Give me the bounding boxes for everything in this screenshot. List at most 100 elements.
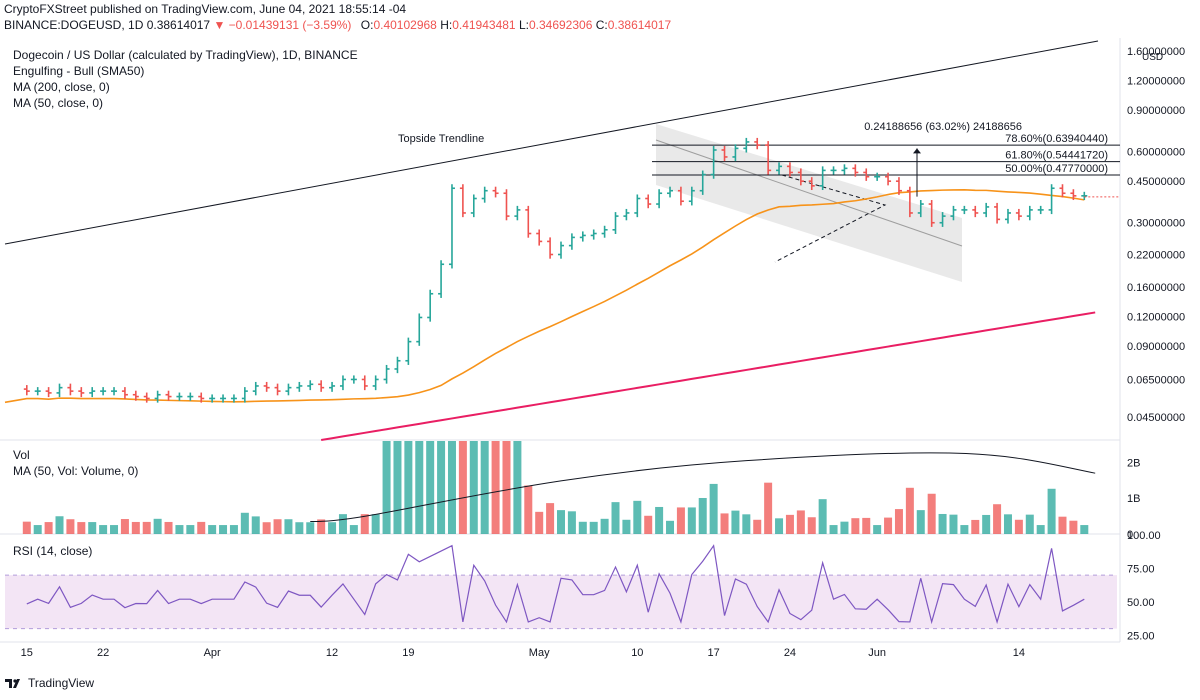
volume-bar xyxy=(949,514,958,534)
volume-bar xyxy=(557,510,565,534)
volume-bar xyxy=(437,441,446,534)
arrow-head-icon xyxy=(913,148,921,154)
candle-bar xyxy=(34,387,41,396)
volume-bar xyxy=(938,513,947,534)
date-tick-label: 15 xyxy=(21,647,33,659)
volume-bar xyxy=(655,506,664,534)
candle-bar xyxy=(198,392,205,403)
open-label: O: xyxy=(360,18,374,32)
candle-bar xyxy=(67,383,74,396)
candle-bar xyxy=(634,194,641,218)
candle-bar xyxy=(928,200,935,227)
volume-bar xyxy=(1047,488,1056,534)
low-label: L: xyxy=(518,18,529,32)
candle-bar xyxy=(721,145,728,162)
candle-bar xyxy=(209,394,216,403)
price-tick-label: 0.12000000 xyxy=(1127,312,1185,324)
tradingview-brand[interactable]: TradingView xyxy=(4,676,94,690)
candle-bar xyxy=(656,189,663,209)
descending-channel xyxy=(656,124,962,282)
volume-bar xyxy=(960,525,969,534)
price-tick-label: 0.22000000 xyxy=(1127,250,1185,262)
volume-bar xyxy=(404,441,413,534)
volume-bar xyxy=(1058,516,1067,534)
open-value: 0.40102968 xyxy=(373,18,437,32)
price-tick-label: 0.09000000 xyxy=(1127,341,1185,353)
candle-bar xyxy=(285,383,292,396)
candle-bar xyxy=(459,184,466,218)
volume-bar xyxy=(993,504,1002,534)
candle-bar xyxy=(558,241,564,259)
ohlc-line: BINANCE:DOGEUSD, 1D 0.38614017 ▼ −0.0143… xyxy=(4,18,671,32)
candle-bar xyxy=(372,375,379,391)
volume-bar xyxy=(284,519,293,534)
volume-bar xyxy=(219,525,228,534)
price-tick-label: 0.45000000 xyxy=(1127,176,1185,188)
volume-bar xyxy=(371,514,380,534)
candle-bar xyxy=(56,383,63,398)
price-tick-label: 0.16000000 xyxy=(1127,282,1185,294)
candle-bar xyxy=(623,208,630,221)
date-tick-label: May xyxy=(529,647,550,659)
candle-bar xyxy=(111,387,118,396)
volume-bar xyxy=(186,525,195,534)
candle-bar xyxy=(405,337,412,365)
candle-bar xyxy=(1059,184,1066,198)
volume-bar xyxy=(491,441,500,534)
candle-bar xyxy=(220,394,227,403)
price-tick-label: 1.60000000 xyxy=(1127,46,1185,58)
volume-bar xyxy=(77,522,86,534)
price-tick-label: 0.90000000 xyxy=(1127,105,1185,117)
candle-bar xyxy=(754,137,761,150)
volume-bar xyxy=(22,521,31,534)
price-tick-label: 0.60000000 xyxy=(1127,147,1185,159)
candle-bar xyxy=(863,168,870,181)
brand-text: TradingView xyxy=(28,676,95,690)
legend-title: Dogecoin / US Dollar (calculated by Trad… xyxy=(13,48,358,62)
volume-bar xyxy=(502,441,511,534)
volume-bar xyxy=(55,516,64,534)
candle-bar xyxy=(906,186,913,218)
volume-bar xyxy=(905,487,914,534)
volume-bar xyxy=(447,441,456,534)
candle-bar xyxy=(688,186,695,206)
rsi-tick-label: 50.00 xyxy=(1127,597,1155,609)
candle-bar xyxy=(394,356,401,374)
candle-bar xyxy=(983,202,990,218)
volume-bar xyxy=(208,525,217,534)
candle-bar xyxy=(492,186,499,198)
candle-bar xyxy=(1081,191,1088,201)
candle-bar xyxy=(263,381,270,392)
candle-bar xyxy=(241,387,248,403)
volume-bar xyxy=(480,441,489,534)
volume-tick-label: 1B xyxy=(1127,493,1140,505)
candle-bar xyxy=(296,381,303,392)
volume-bar xyxy=(698,497,707,534)
low-value: 0.34692306 xyxy=(528,18,593,32)
candle-bar xyxy=(852,164,859,177)
candle-bar xyxy=(350,375,357,384)
volume-bar xyxy=(382,441,391,534)
candle-bar xyxy=(732,144,739,162)
candle-bar xyxy=(950,205,957,221)
volume-bar xyxy=(622,519,631,534)
legend-engulfing: Engulfing - Bull (SMA50) xyxy=(13,64,145,78)
volume-bar xyxy=(153,518,162,534)
candle-bar xyxy=(23,385,30,396)
candle-bar xyxy=(841,164,848,175)
date-tick-label: 22 xyxy=(97,647,109,659)
last-price: 0.38614017 xyxy=(146,18,211,32)
rsi-tick-label: 75.00 xyxy=(1127,563,1155,575)
volume-bar xyxy=(1003,514,1012,534)
candle-bar xyxy=(1026,205,1033,221)
candle-bar xyxy=(230,394,237,403)
trendline-label: Topside Trendline xyxy=(398,133,484,145)
date-tick-label: 19 xyxy=(402,647,414,659)
candle-bar xyxy=(1070,189,1077,201)
volume-bar xyxy=(393,441,402,534)
volume-bar xyxy=(884,517,893,534)
volume-bar xyxy=(1080,525,1089,534)
volume-ma-line xyxy=(310,452,1096,522)
candle-bar xyxy=(525,205,532,238)
